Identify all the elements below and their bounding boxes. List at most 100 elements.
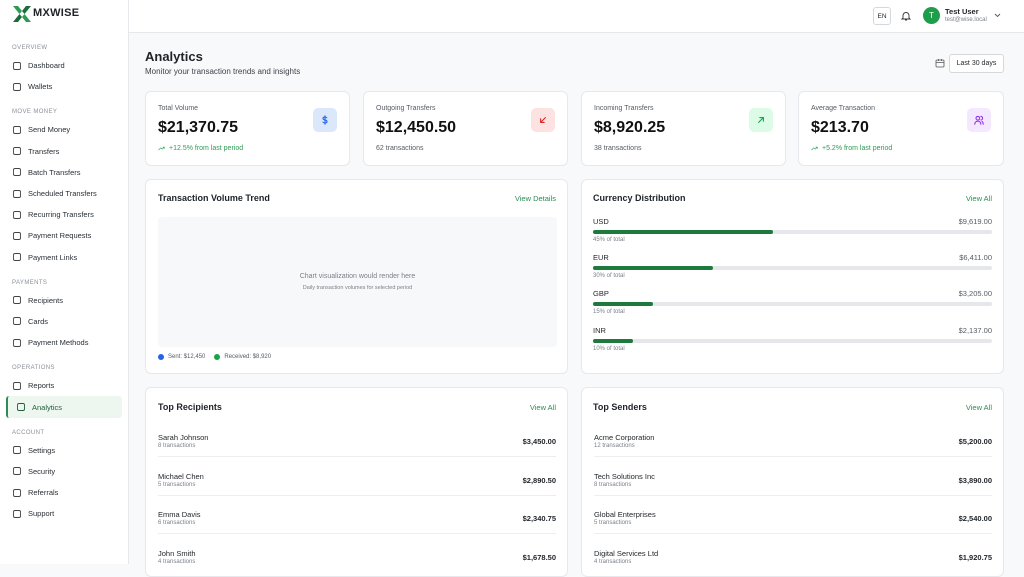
nav-item[interactable]: Security (0, 461, 128, 482)
row-count: 8 transactions (594, 481, 632, 488)
nav-label: Wallets (28, 82, 53, 92)
stat-icon (313, 108, 337, 132)
nav-icon (13, 381, 21, 390)
nav-item[interactable]: Payment Links (0, 247, 128, 268)
share-track (593, 302, 992, 307)
stat-label: Outgoing Transfers (376, 105, 436, 112)
nav-icon (13, 126, 21, 134)
stat-label: Incoming Transfers (594, 105, 654, 112)
panel-title: Transaction Volume Trend (158, 193, 270, 203)
row-name: Global Enterprises (594, 510, 656, 520)
share-track (593, 230, 992, 234)
nav-item[interactable]: Payment Methods (0, 332, 128, 353)
trend-panel: Transaction Volume Trend View Details Ch… (145, 179, 568, 374)
share-bar (593, 230, 773, 234)
stat-card: Incoming Transfers $8,920.25 38 transactio… (581, 91, 786, 166)
panel-link[interactable]: View Details (514, 194, 556, 203)
row-amount: $3,450.00 (522, 437, 556, 446)
trend-arrow (811, 146, 818, 151)
stat-note-text: 62 transactions (376, 145, 424, 152)
nav-item[interactable]: Cards (0, 311, 128, 332)
row-name: Michael Chen (158, 471, 204, 481)
row-amount: $2,340.75 (522, 514, 556, 524)
row-count: 12 transactions (594, 443, 635, 449)
currency-code: GBP (593, 289, 609, 299)
date-range-button[interactable]: Last 30 days (949, 54, 1004, 73)
legend-item: Received: $8,920 (224, 354, 272, 360)
nav-item[interactable]: Support (0, 503, 128, 524)
nav-icon (13, 168, 21, 177)
calendar-icon (935, 59, 945, 68)
stat-value: $21,370.75 (158, 119, 239, 136)
nav-item[interactable]: Settings (0, 440, 128, 461)
nav-label: Recurring Transfers (28, 210, 94, 220)
legend: Sent: $12,450 Received: $8,920 (158, 354, 271, 360)
share-bar (593, 302, 653, 307)
nav-label: Dashboard (28, 61, 65, 71)
share-label: 15% of total (593, 309, 625, 316)
nav-icon (13, 509, 21, 518)
share-track (593, 266, 992, 271)
trend-icon (158, 145, 167, 152)
stat-label: Total Volume (158, 105, 199, 112)
nav-item[interactable]: Batch Transfers (0, 162, 128, 183)
bell-icon[interactable] (901, 11, 911, 21)
chevron[interactable] (994, 13, 1001, 18)
row-count: 4 transactions (158, 559, 196, 566)
nav-label: Analytics (32, 402, 63, 412)
nav-icon (13, 296, 21, 305)
nav-item[interactable]: Payment Requests (0, 225, 128, 246)
avatar[interactable]: T (923, 7, 940, 24)
row-divider (158, 533, 556, 535)
nav-icon (13, 61, 21, 70)
nav-label: Cards (28, 316, 49, 326)
panel-link[interactable]: View All (529, 403, 556, 412)
language-button[interactable]: EN (873, 7, 891, 25)
nav-item[interactable]: Recurring Transfers (0, 204, 128, 225)
nav-item[interactable]: Reports (0, 375, 128, 396)
nav-item[interactable]: Recipients (0, 290, 128, 311)
row-count: 6 transactions (158, 520, 196, 527)
page-title: Analytics (145, 49, 203, 64)
stat-note-text: 38 transactions (594, 145, 642, 152)
stat-value: $8,920.25 (594, 119, 666, 136)
stat-icon (749, 108, 773, 132)
nav-icon (13, 231, 21, 240)
recipients-panel: Top Recipients View All Sarah Johnson 8 t… (145, 387, 568, 577)
nav-heading: ACCOUNT (12, 429, 45, 436)
legend-dot (158, 354, 164, 360)
stat-card: Total Volume $21,370.75 +12.5% from last p… (145, 91, 350, 166)
nav-item[interactable]: Referrals (0, 482, 128, 503)
currency-panel: Currency Distribution View All USD $9,619… (581, 179, 1004, 374)
nav-item[interactable]: Transfers (0, 141, 128, 162)
nav-icon (13, 467, 21, 476)
panel-title: Currency Distribution (593, 193, 686, 203)
nav-label: Send Money (28, 125, 71, 135)
stat-note: +12.5% from last period (158, 145, 243, 152)
nav-item[interactable]: Analytics (6, 396, 122, 418)
row-amount: $1,678.50 (522, 553, 556, 563)
nav-label: Payment Methods (28, 338, 89, 348)
row-name: Emma Davis (158, 510, 201, 520)
nav-icon (13, 317, 21, 326)
stat-card: Outgoing Transfers $12,450.50 62 transacti… (363, 91, 568, 166)
nav-icon (13, 338, 21, 347)
share-bar (593, 266, 713, 271)
nav-item[interactable]: Dashboard (0, 55, 128, 76)
nav-label: Scheduled Transfers (28, 189, 97, 199)
nav-item[interactable]: Wallets (0, 76, 128, 97)
stat-note-text: +5.2% from last period (822, 145, 893, 152)
row-name: Tech Solutions Inc (594, 471, 655, 481)
nav-icon (13, 82, 21, 91)
stat-icon-wrap (755, 114, 767, 126)
nav-item[interactable]: Scheduled Transfers (0, 183, 128, 204)
panel-link[interactable]: View All (965, 194, 992, 203)
nav-icon (13, 147, 21, 156)
panel-link[interactable]: View All (965, 403, 992, 412)
share-label: 45% of total (593, 237, 625, 243)
nav-item[interactable]: Send Money (0, 119, 128, 140)
legend-item: Sent: $12,450 (168, 354, 206, 360)
nav-heading: PAYMENTS (12, 279, 48, 286)
row-count: 5 transactions (594, 520, 632, 527)
nav-icon (17, 403, 25, 411)
